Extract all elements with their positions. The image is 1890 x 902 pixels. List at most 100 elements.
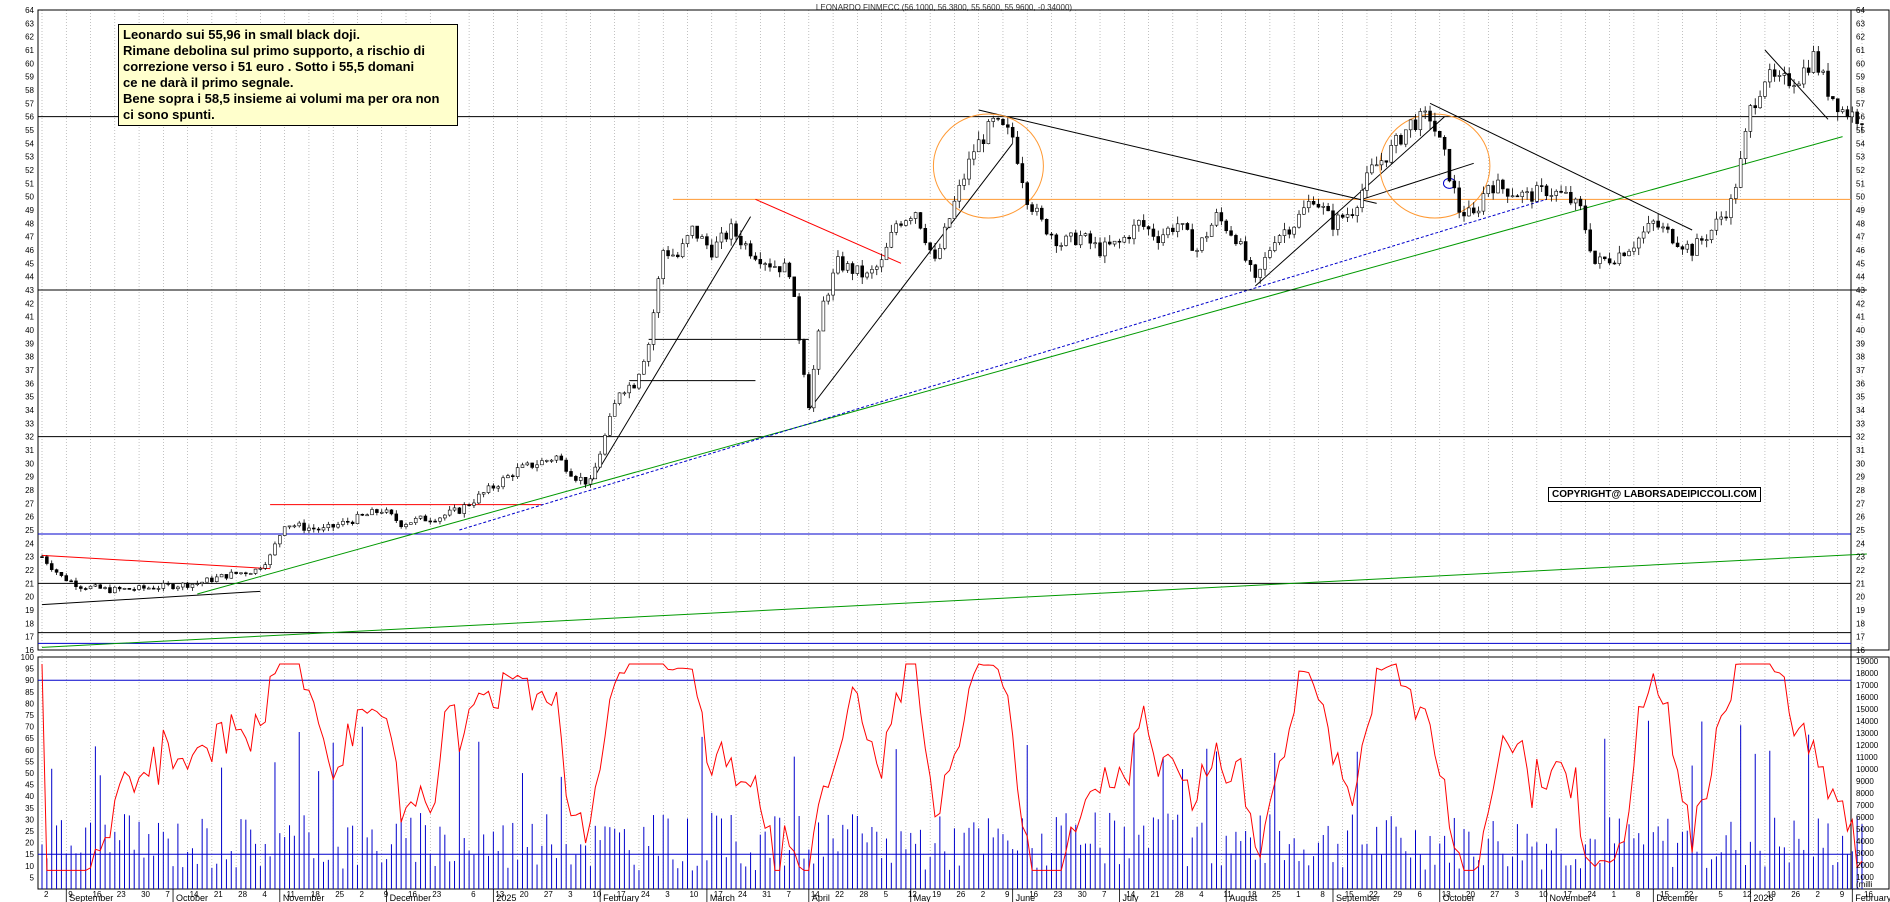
month-label: September <box>69 893 113 902</box>
day-tick-label: 28 <box>1175 890 1184 899</box>
candle-body <box>336 524 340 528</box>
price-tick-label-right: 36 <box>1856 379 1865 388</box>
candle-body <box>462 504 466 514</box>
candle-body <box>1510 195 1515 198</box>
month-label: December <box>1656 893 1698 902</box>
candle-body <box>496 486 500 489</box>
day-tick-label: 4 <box>262 890 267 899</box>
oscillator-tick-label: 35 <box>25 804 34 813</box>
oscillator-tick-label: 85 <box>25 688 34 697</box>
day-tick-label: 9 <box>1840 890 1845 899</box>
day-tick-label: 1 <box>1612 890 1617 899</box>
candle-body <box>1772 69 1777 77</box>
day-tick-label: 22 <box>1684 890 1693 899</box>
day-tick-label: 11 <box>1223 890 1232 899</box>
candle-body <box>1617 252 1622 264</box>
candle-body <box>253 568 258 574</box>
trendline <box>978 109 1377 204</box>
price-tick-label-right: 60 <box>1856 59 1865 68</box>
price-tick-label-left: 60 <box>25 59 34 68</box>
candle-body <box>1476 210 1481 214</box>
candle-body <box>1171 227 1175 232</box>
candle-body <box>142 585 146 589</box>
price-tick-label-right: 56 <box>1856 113 1865 122</box>
candle-body <box>224 574 229 579</box>
candle-body <box>93 584 98 587</box>
price-tick-label-right: 37 <box>1856 366 1865 375</box>
candle-body <box>768 263 772 268</box>
day-tick-label: 2 <box>44 890 49 899</box>
candle-body <box>1840 109 1845 113</box>
candle-body <box>1180 223 1185 225</box>
candle-body <box>1651 220 1656 224</box>
candle-body <box>1175 223 1180 232</box>
price-tick-label-left: 48 <box>25 219 34 228</box>
price-tick-label-right: 27 <box>1856 499 1865 508</box>
resistance-trendline <box>41 554 271 570</box>
candle-body <box>787 262 792 278</box>
oscillator-tick-label: 20 <box>25 839 34 848</box>
candle-body <box>1695 238 1699 256</box>
price-tick-label-right: 63 <box>1856 19 1865 28</box>
price-tick-label-left: 50 <box>25 193 34 202</box>
price-tick-label-left: 35 <box>25 393 34 402</box>
candle-body <box>1117 240 1122 243</box>
candle-body <box>171 584 175 590</box>
price-tick-label-right: 57 <box>1856 99 1865 108</box>
candle-body <box>244 572 248 575</box>
candle-body <box>729 223 733 240</box>
price-tick-label-left: 55 <box>25 126 34 135</box>
oscillator-tick-label: 70 <box>25 723 34 732</box>
day-tick-label: 19 <box>932 890 941 899</box>
oscillator-tick-label: 5 <box>30 873 35 882</box>
candle-body <box>991 117 996 122</box>
candle-body <box>705 236 709 246</box>
day-tick-label: 30 <box>141 890 150 899</box>
candle-body <box>1219 212 1224 222</box>
candle-body <box>1146 226 1151 230</box>
day-tick-label: 16 <box>1029 890 1038 899</box>
price-tick-label-left: 58 <box>25 86 34 95</box>
candle-body <box>273 543 277 556</box>
candle-body <box>486 485 491 493</box>
volume-tick-label: 11000 <box>1856 753 1878 762</box>
candle-body <box>807 374 811 409</box>
candle-body <box>200 581 204 584</box>
dashed-trendline <box>459 198 1547 531</box>
candle-body <box>986 121 991 145</box>
volume-tick-label: 15000 <box>1856 705 1879 714</box>
oscillator-tick-label: 95 <box>25 665 34 674</box>
day-tick-label: 25 <box>335 890 344 899</box>
candle-body <box>904 220 908 226</box>
price-tick-label-left: 62 <box>25 33 34 42</box>
candle-body <box>1064 235 1068 246</box>
price-tick-label-right: 22 <box>1856 566 1865 575</box>
volume-tick-label: 13000 <box>1856 729 1879 738</box>
annotation-line: Bene sopra i 58,5 insieme ai volumi ma p… <box>123 91 440 106</box>
candle-body <box>773 266 777 268</box>
candle-body <box>447 509 452 516</box>
candle-body <box>1137 220 1141 226</box>
candle-body <box>1845 109 1850 118</box>
candle-body <box>375 509 379 513</box>
month-label: 2026 <box>1753 893 1773 902</box>
candle-body <box>1282 229 1287 236</box>
price-tick-label-right: 18 <box>1856 619 1865 628</box>
candle-body <box>316 528 321 531</box>
candle-body <box>918 212 923 229</box>
price-tick-label-right: 29 <box>1856 473 1865 482</box>
candle-body <box>758 259 763 265</box>
candle-body <box>642 361 646 375</box>
candle-body <box>879 259 884 268</box>
candle-body <box>54 569 59 573</box>
day-tick-label: 17 <box>1563 890 1572 899</box>
candle-body <box>1457 187 1461 213</box>
candle-body <box>680 243 685 258</box>
price-tick-label-right: 59 <box>1856 73 1865 82</box>
candle-body <box>384 509 389 513</box>
chart-header: LEONARDO FINMECC (56.1000, 56.3800, 55.5… <box>816 3 1072 12</box>
candle-body <box>938 248 942 259</box>
oscillator-tick-label: 25 <box>25 827 34 836</box>
day-tick-label: 10 <box>592 890 601 899</box>
candle-body <box>792 276 797 297</box>
